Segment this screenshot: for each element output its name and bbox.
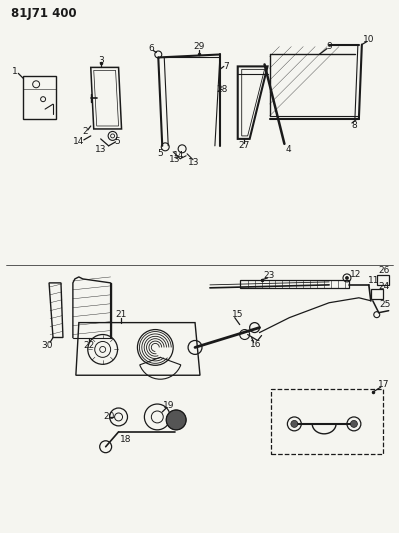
Text: 22: 22	[83, 341, 95, 350]
Text: 15: 15	[232, 310, 243, 319]
Circle shape	[291, 421, 298, 427]
Text: 20: 20	[103, 413, 115, 422]
Text: 7: 7	[223, 62, 229, 71]
Text: 27: 27	[238, 141, 249, 150]
Text: 19: 19	[162, 400, 174, 409]
Text: 13: 13	[188, 158, 200, 167]
Text: 5: 5	[157, 149, 163, 158]
Text: 25: 25	[379, 300, 390, 309]
Text: 16: 16	[250, 340, 261, 349]
Text: 17: 17	[378, 379, 389, 389]
Text: 13: 13	[95, 146, 107, 155]
Text: 9: 9	[326, 42, 332, 51]
Text: 11: 11	[368, 277, 379, 285]
Circle shape	[346, 277, 348, 279]
Text: 10: 10	[363, 35, 375, 44]
Text: 5: 5	[115, 138, 120, 147]
Text: 4: 4	[286, 146, 291, 155]
Text: 28: 28	[216, 85, 227, 94]
Text: 2: 2	[82, 127, 88, 136]
Text: 29: 29	[194, 42, 205, 51]
Text: 3: 3	[98, 56, 104, 65]
Text: 14: 14	[73, 138, 85, 147]
Text: 1: 1	[12, 67, 18, 76]
Circle shape	[350, 421, 358, 427]
Text: 81J71 400: 81J71 400	[11, 7, 77, 20]
Text: 23: 23	[264, 271, 275, 280]
Text: 26: 26	[378, 266, 389, 276]
Text: 30: 30	[41, 341, 53, 350]
Text: 14: 14	[172, 151, 184, 160]
Text: 13: 13	[170, 155, 181, 164]
Text: 8: 8	[351, 122, 357, 131]
Circle shape	[166, 410, 186, 430]
Text: 24: 24	[378, 282, 389, 292]
Text: 18: 18	[120, 435, 131, 445]
Bar	[240, 280, 349, 288]
Text: 21: 21	[115, 310, 126, 319]
Text: 12: 12	[350, 270, 361, 279]
Text: 6: 6	[148, 44, 154, 53]
